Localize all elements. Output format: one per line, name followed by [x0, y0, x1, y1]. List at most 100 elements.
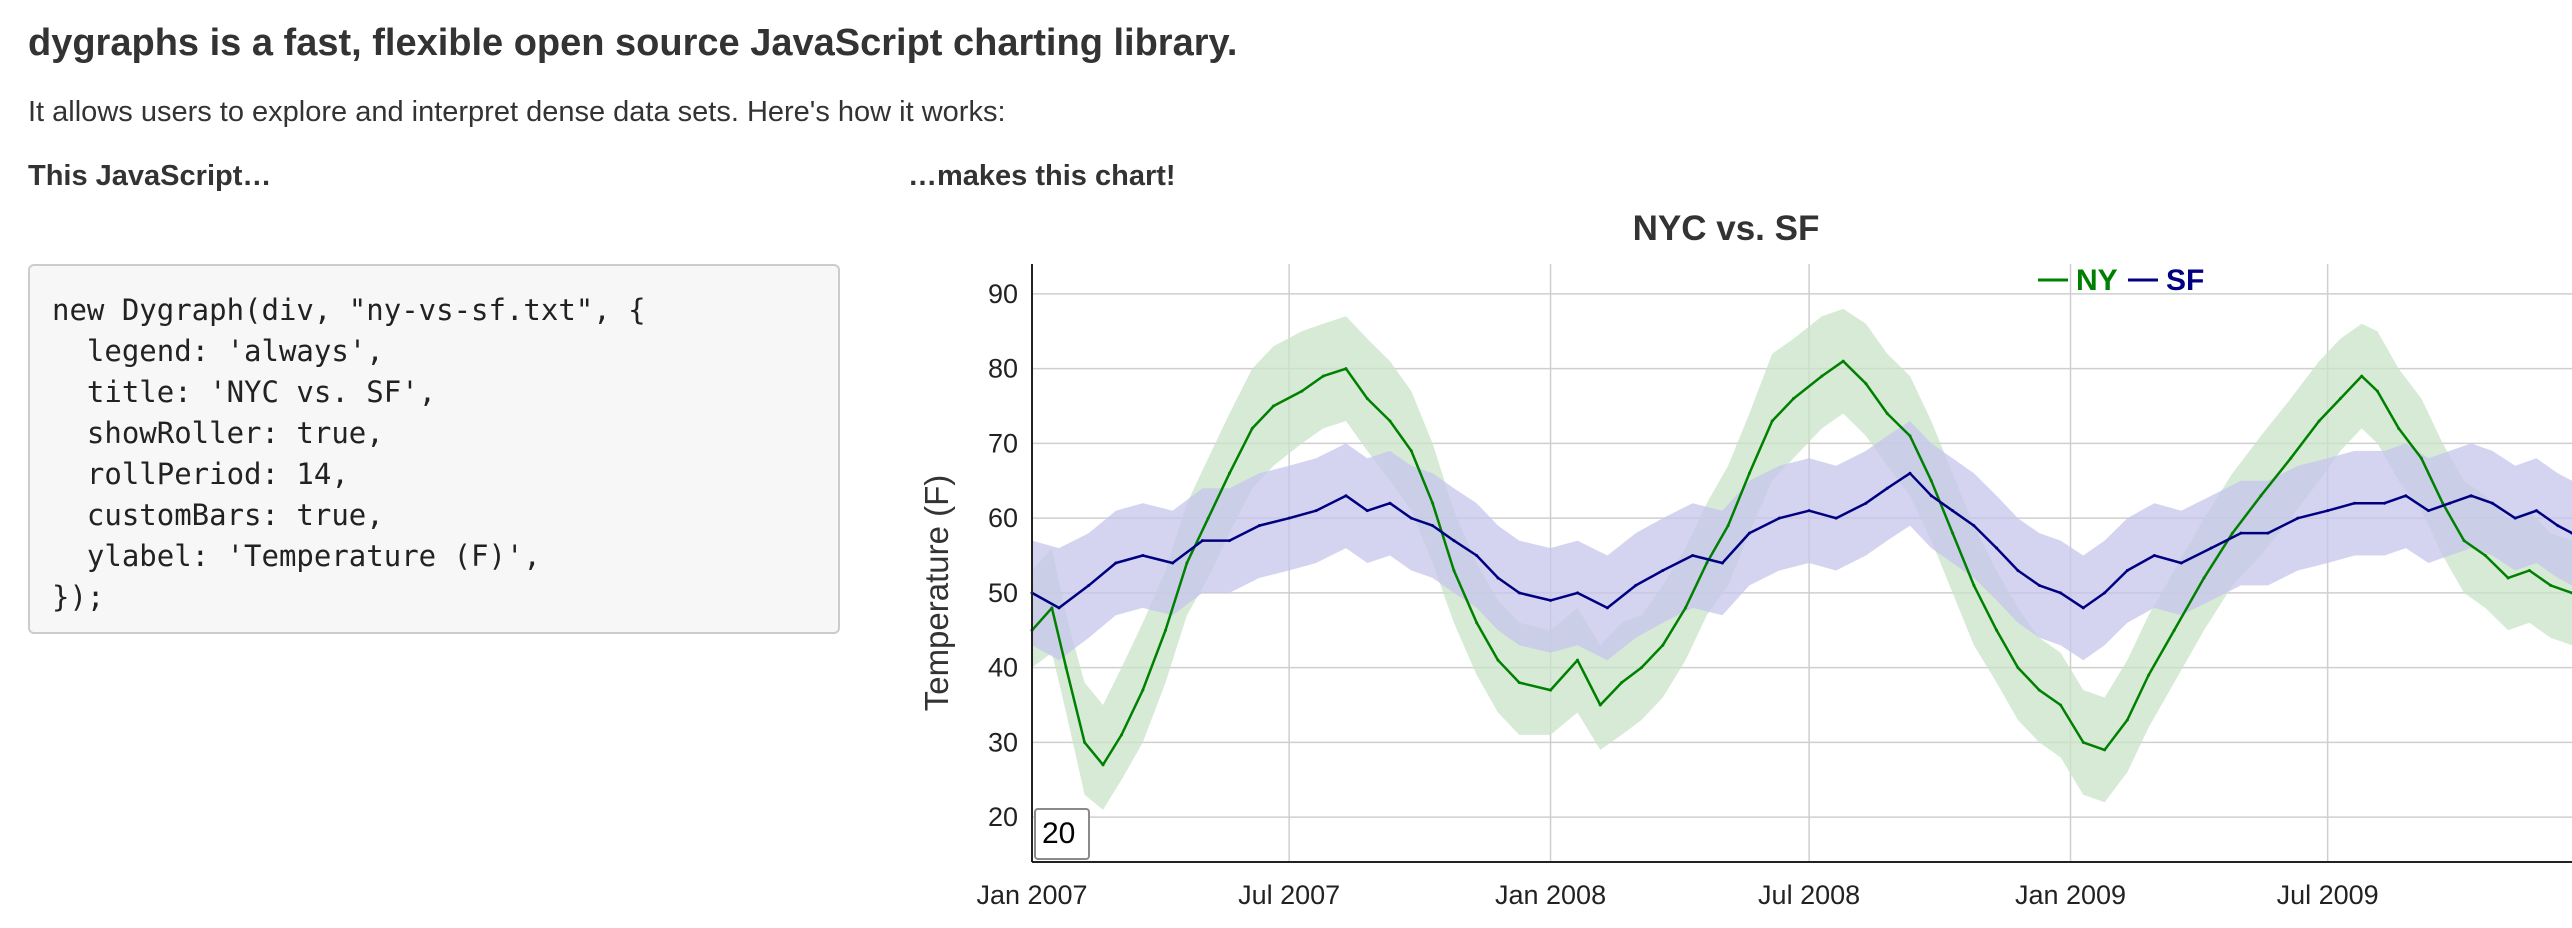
data-point-sf	[1409, 516, 1413, 520]
data-point-ny	[2125, 718, 2129, 722]
data-point-sf	[2179, 561, 2183, 565]
data-point-sf	[1171, 561, 1175, 565]
data-point-sf	[1452, 539, 1456, 543]
data-point-ny	[2338, 397, 2342, 401]
x-tick-label: Jul 2007	[1238, 880, 1340, 910]
data-point-sf	[2448, 501, 2452, 505]
data-point-sf	[2513, 516, 2517, 520]
data-point-sf	[2353, 501, 2357, 505]
series-line-ny	[1031, 359, 2572, 767]
y-tick-label: 30	[988, 727, 1018, 757]
data-point-ny	[1885, 412, 1889, 415]
data-point-ny	[1101, 763, 1105, 767]
legend-label-sf: SF	[2166, 264, 2204, 297]
data-point-sf	[1344, 494, 1348, 498]
data-point-sf	[1141, 554, 1145, 558]
data-point-ny	[1684, 606, 1688, 610]
data-point-ny	[2289, 456, 2293, 460]
data-point-ny	[1820, 374, 1824, 378]
data-point-sf	[1087, 583, 1091, 587]
data-point-ny	[1206, 516, 1210, 520]
data-point-sf	[1720, 561, 1724, 565]
data-point-ny	[2549, 583, 2553, 587]
y-tick-label: 20	[988, 802, 1018, 832]
x-tick-label: Jul 2009	[2277, 880, 2379, 910]
data-point-sf	[2556, 524, 2560, 528]
data-point-sf	[2209, 546, 2213, 550]
data-point-ny	[2016, 666, 2020, 670]
data-point-ny	[1770, 419, 1774, 423]
data-point-sf	[2382, 501, 2386, 505]
data-point-sf	[1908, 471, 1912, 475]
data-point-ny	[1620, 681, 1624, 685]
data-point-ny	[1576, 658, 1580, 662]
data-point-ny	[1475, 621, 1479, 625]
data-point-ny	[2506, 576, 2510, 580]
x-tick-label: Jul 2008	[1758, 880, 1860, 910]
data-point-sf	[2296, 516, 2300, 520]
data-point-ny	[2419, 456, 2423, 460]
data-point-ny	[1141, 688, 1145, 692]
data-point-sf	[2239, 531, 2243, 535]
data-point-sf	[2016, 568, 2020, 572]
data-point-ny	[1995, 628, 1999, 632]
data-point-ny	[2397, 426, 2401, 430]
data-point-sf	[2490, 501, 2494, 505]
data-point-sf	[1864, 501, 1868, 505]
data-point-sf	[2469, 494, 2473, 498]
data-point-ny	[1409, 449, 1413, 453]
data-point-ny	[1791, 397, 1795, 401]
data-point-sf	[1475, 554, 1479, 558]
data-point-ny	[2483, 554, 2487, 558]
data-point-ny	[1431, 501, 1435, 505]
data-point-sf	[2326, 509, 2330, 513]
data-point-ny	[1227, 471, 1231, 475]
x-tick-label: Jan 2009	[2015, 880, 2126, 910]
data-point-ny	[2202, 576, 2206, 580]
data-point-ny	[1496, 658, 1500, 662]
data-point-sf	[2534, 509, 2538, 513]
data-point-sf	[1634, 583, 1638, 587]
data-point-sf	[2059, 591, 2063, 595]
data-point-ny	[1639, 666, 1643, 670]
chart-svg[interactable]: 20 30 40 50 60 70 80 90 Jan 2007 Jul 2007 Jan 2008…	[900, 190, 2572, 928]
data-point-ny	[1972, 583, 1976, 587]
band-sf	[1032, 421, 2572, 661]
data-point-ny	[2441, 501, 2445, 505]
data-point-ny	[1365, 397, 1369, 401]
code-heading: This JavaScript…	[28, 160, 272, 192]
data-point-ny	[2147, 673, 2151, 677]
y-tick-label: 90	[988, 279, 1018, 309]
chart-heading: …makes this chart!	[908, 160, 1176, 192]
data-point-sf	[2152, 554, 2156, 558]
chart-container[interactable]: 20 30 40 50 60 70 80 90 Jan 2007 Jul 2007 Jan 2008…	[900, 190, 2572, 928]
data-point-ny	[2317, 419, 2321, 423]
data-point-sf	[1972, 524, 1976, 528]
data-point-sf	[1057, 606, 1061, 610]
chart-title: NYC vs. SF	[1633, 209, 1820, 248]
y-tick-label: 60	[988, 503, 1018, 533]
data-point-sf	[1747, 531, 1751, 535]
data-point-sf	[2037, 583, 2041, 587]
data-point-ny	[1185, 561, 1189, 565]
data-point-ny	[1598, 703, 1602, 707]
data-point-ny	[1083, 740, 1087, 744]
data-point-ny	[1300, 389, 1304, 393]
data-point-ny	[2259, 494, 2263, 498]
data-point-sf	[1314, 509, 1318, 513]
data-point-ny	[2059, 703, 2063, 707]
data-point-sf	[1995, 546, 1999, 550]
y-tick-label: 50	[988, 578, 1018, 608]
data-point-sf	[2266, 531, 2270, 535]
legend-label-ny: NY	[2076, 264, 2118, 297]
data-point-ny	[1388, 419, 1392, 423]
data-point-sf	[1227, 539, 1231, 543]
data-point-ny	[1321, 374, 1325, 378]
data-point-ny	[2081, 740, 2085, 744]
data-point-ny	[1841, 359, 1845, 363]
data-point-sf	[1605, 606, 1609, 610]
data-point-ny	[1549, 688, 1553, 692]
data-point-ny	[1726, 524, 1730, 528]
roll-period-input[interactable]	[1034, 808, 1090, 860]
page-headline: dygraphs is a fast, flexible open source…	[28, 22, 1238, 64]
